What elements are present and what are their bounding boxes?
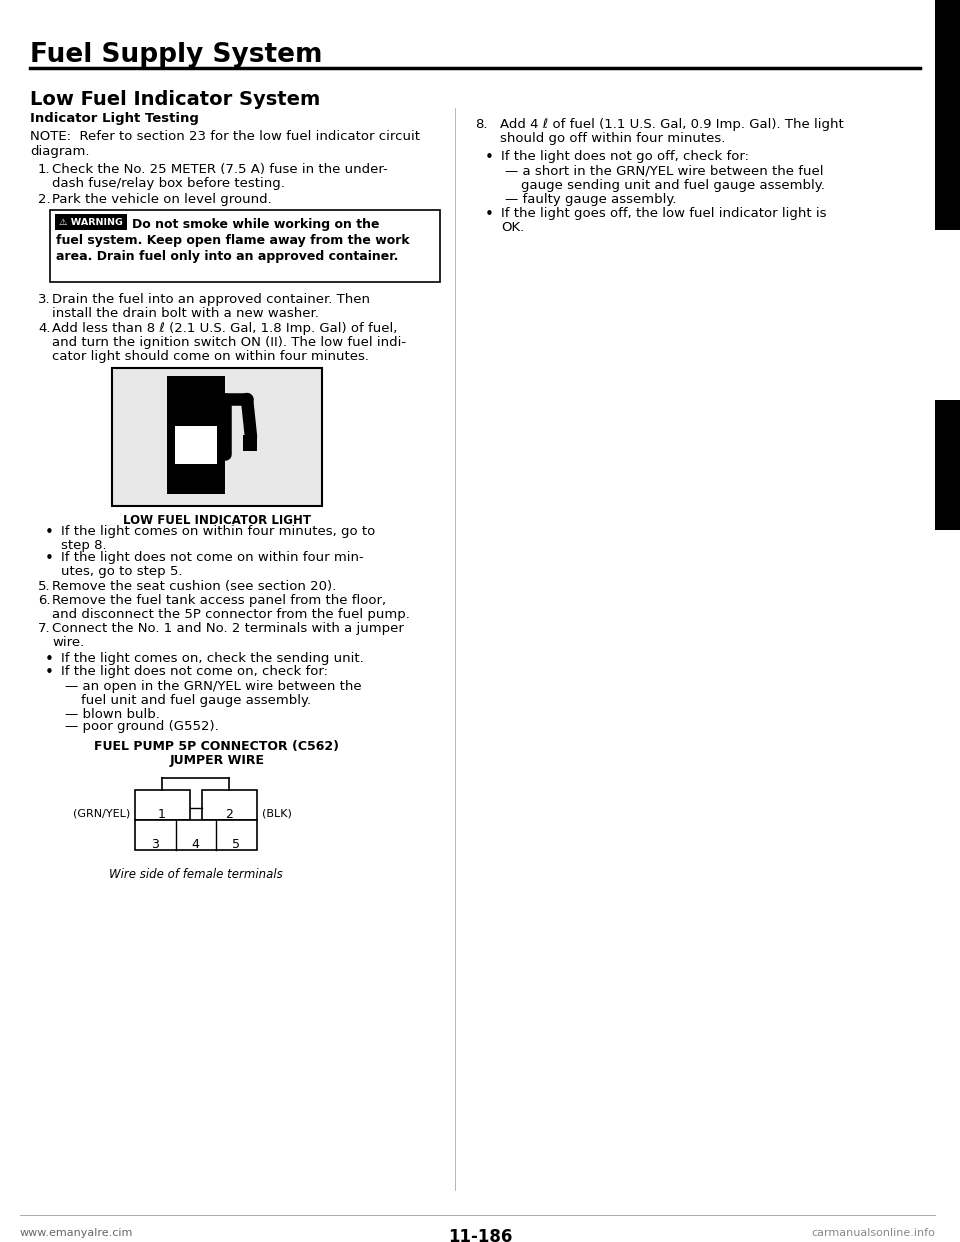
Bar xyxy=(135,820,257,850)
Text: — poor ground (G552).: — poor ground (G552). xyxy=(65,720,219,733)
Text: gauge sending unit and fuel gauge assembly.: gauge sending unit and fuel gauge assemb… xyxy=(521,179,825,193)
Text: carmanualsonline.info: carmanualsonline.info xyxy=(811,1228,935,1238)
Text: Indicator Light Testing: Indicator Light Testing xyxy=(30,112,199,125)
Text: and disconnect the 5P connector from the fuel pump.: and disconnect the 5P connector from the… xyxy=(52,609,410,621)
Text: area. Drain fuel only into an approved container.: area. Drain fuel only into an approved c… xyxy=(56,250,398,263)
Text: Add less than 8 ℓ (2.1 U.S. Gal, 1.8 Imp. Gal) of fuel,: Add less than 8 ℓ (2.1 U.S. Gal, 1.8 Imp… xyxy=(52,322,397,335)
Text: •: • xyxy=(485,207,493,222)
Text: 5: 5 xyxy=(232,838,240,851)
Text: utes, go to step 5.: utes, go to step 5. xyxy=(61,565,182,578)
Text: 6.: 6. xyxy=(38,594,51,607)
Text: install the drain bolt with a new washer.: install the drain bolt with a new washer… xyxy=(52,307,319,320)
Text: If the light does not come on, check for:: If the light does not come on, check for… xyxy=(61,664,328,678)
Text: Park the vehicle on level ground.: Park the vehicle on level ground. xyxy=(52,193,272,206)
Text: 7.: 7. xyxy=(38,622,51,635)
Text: •: • xyxy=(45,664,54,681)
Text: 5.: 5. xyxy=(38,580,51,592)
Text: Remove the seat cushion (see section 20).: Remove the seat cushion (see section 20)… xyxy=(52,580,336,592)
Text: OK.: OK. xyxy=(501,221,524,233)
Text: •: • xyxy=(45,525,54,540)
Text: 4.: 4. xyxy=(38,322,51,335)
Text: — blown bulb.: — blown bulb. xyxy=(65,708,160,722)
Bar xyxy=(175,426,217,465)
Text: (BLK): (BLK) xyxy=(262,809,292,818)
Text: fuel system. Keep open flame away from the work: fuel system. Keep open flame away from t… xyxy=(56,233,410,247)
Text: •: • xyxy=(45,551,54,566)
Text: 8.: 8. xyxy=(475,118,488,130)
Text: dash fuse/relay box before testing.: dash fuse/relay box before testing. xyxy=(52,178,285,190)
Text: 3: 3 xyxy=(151,838,159,851)
Text: If the light comes on within four minutes, go to: If the light comes on within four minute… xyxy=(61,525,375,538)
Text: — faulty gauge assembly.: — faulty gauge assembly. xyxy=(505,193,677,206)
Text: cator light should come on within four minutes.: cator light should come on within four m… xyxy=(52,350,369,363)
Text: 11-186: 11-186 xyxy=(447,1228,513,1242)
Bar xyxy=(135,790,190,820)
Bar xyxy=(55,214,127,230)
Text: NOTE:  Refer to section 23 for the low fuel indicator circuit: NOTE: Refer to section 23 for the low fu… xyxy=(30,130,420,143)
Text: 2: 2 xyxy=(225,809,233,821)
Text: If the light does not go off, check for:: If the light does not go off, check for: xyxy=(501,150,749,163)
Text: — an open in the GRN/YEL wire between the: — an open in the GRN/YEL wire between th… xyxy=(65,681,362,693)
Text: diagram.: diagram. xyxy=(30,145,89,158)
Text: Drain the fuel into an approved container. Then: Drain the fuel into an approved containe… xyxy=(52,293,370,306)
Text: LOW FUEL INDICATOR LIGHT: LOW FUEL INDICATOR LIGHT xyxy=(123,514,311,527)
Text: Add 4 ℓ of fuel (1.1 U.S. Gal, 0.9 Imp. Gal). The light: Add 4 ℓ of fuel (1.1 U.S. Gal, 0.9 Imp. … xyxy=(500,118,844,130)
Text: •: • xyxy=(485,150,493,165)
Text: FUEL PUMP 5P CONNECTOR (C562): FUEL PUMP 5P CONNECTOR (C562) xyxy=(94,740,340,753)
Text: 1: 1 xyxy=(158,809,166,821)
Text: •: • xyxy=(45,652,54,667)
Bar xyxy=(935,400,960,530)
Text: JUMPER WIRE: JUMPER WIRE xyxy=(170,754,265,768)
Bar xyxy=(167,376,225,388)
Text: Do not smoke while working on the: Do not smoke while working on the xyxy=(132,219,379,231)
Text: If the light does not come on within four min-: If the light does not come on within fou… xyxy=(61,551,364,564)
Text: should go off within four minutes.: should go off within four minutes. xyxy=(500,132,726,145)
Text: step 8.: step 8. xyxy=(61,539,107,551)
Text: 4: 4 xyxy=(192,838,200,851)
Text: If the light comes on, check the sending unit.: If the light comes on, check the sending… xyxy=(61,652,364,664)
Text: 2.: 2. xyxy=(38,193,51,206)
Text: 3.: 3. xyxy=(38,293,51,306)
Text: ⚠ WARNING: ⚠ WARNING xyxy=(60,217,123,226)
Bar xyxy=(935,0,960,230)
Text: Wire side of female terminals: Wire side of female terminals xyxy=(109,868,283,881)
Bar xyxy=(50,210,440,282)
Text: Remove the fuel tank access panel from the floor,: Remove the fuel tank access panel from t… xyxy=(52,594,386,607)
Text: www.emanуalre.cіm: www.emanуalre.cіm xyxy=(20,1228,133,1238)
Text: Low Fuel Indicator System: Low Fuel Indicator System xyxy=(30,89,321,109)
Text: — a short in the GRN/YEL wire between the fuel: — a short in the GRN/YEL wire between th… xyxy=(505,165,824,178)
Text: Check the No. 25 METER (7.5 A) fuse in the under-: Check the No. 25 METER (7.5 A) fuse in t… xyxy=(52,163,388,176)
Text: Fuel Supply System: Fuel Supply System xyxy=(30,42,323,68)
Text: If the light goes off, the low fuel indicator light is: If the light goes off, the low fuel indi… xyxy=(501,207,827,220)
Bar xyxy=(112,368,322,505)
Text: fuel unit and fuel gauge assembly.: fuel unit and fuel gauge assembly. xyxy=(81,694,311,707)
Text: (GRN/YEL): (GRN/YEL) xyxy=(73,809,130,818)
Text: 1.: 1. xyxy=(38,163,51,176)
Text: and turn the ignition switch ON (II). The low fuel indi-: and turn the ignition switch ON (II). Th… xyxy=(52,337,406,349)
Text: wire.: wire. xyxy=(52,636,84,650)
Bar xyxy=(202,790,257,820)
Bar xyxy=(167,388,225,494)
Bar xyxy=(243,435,257,451)
Text: Connect the No. 1 and No. 2 terminals with a jumper: Connect the No. 1 and No. 2 terminals wi… xyxy=(52,622,404,635)
